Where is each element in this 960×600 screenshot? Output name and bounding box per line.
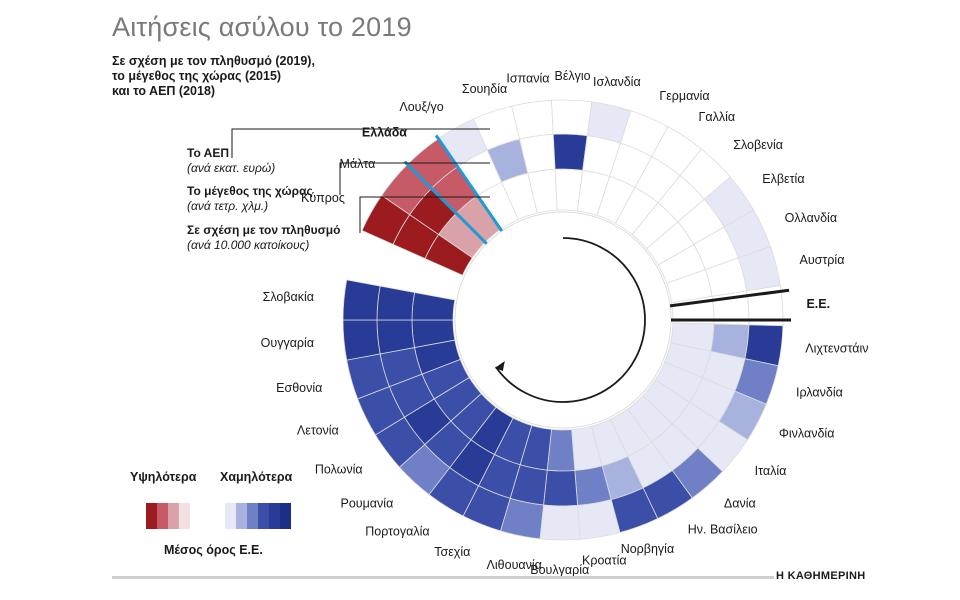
country-label: Πολωνία [315,463,363,477]
legend-higher-label: Υψηλότερα [130,470,197,484]
country-label: Κροατία [582,553,627,567]
ring-label-leader [359,196,490,233]
heat-cell [411,292,456,321]
legend-swatch-lower [269,503,280,529]
greece-marker [434,134,504,232]
country-label: Ισλανδία [593,75,641,89]
heat-cell [511,99,554,140]
country-label: Ισπανία [506,72,549,86]
country-label: Ουγγαρία [261,336,314,350]
country-label: Δανία [724,496,756,510]
legend-swatch-lower [225,503,236,529]
ring-label-name: Σε σχέση με τον πληθυσμό [187,223,341,237]
country-label: Ρουμανία [340,497,393,511]
country-label: Ιταλία [755,464,787,478]
ring-label-leader [339,162,490,195]
subtitle-line: το μέγεθος της χώρας (2015) [112,69,282,83]
legend-swatch-lower [258,503,269,529]
heat-cell [376,319,415,355]
country-label: Εσθονία [276,381,322,395]
legend-swatch-lower [236,503,247,529]
country-label: Πορτογαλία [365,524,429,538]
subtitle-line: και το ΑΕΠ (2018) [112,84,216,98]
greece-marker [403,160,488,245]
ring-label-population: Σε σχέση με τον πληθυσμό (ανά 10.000 κατ… [187,223,340,253]
heat-cell [342,279,381,321]
country-label: Ελβετία [762,172,804,186]
page-title: Αιτήσεις ασύλου το 2019 [112,12,412,42]
country-label: Ην. Βασίλειο [688,523,758,537]
legend-swatch-higher [168,503,179,529]
legend-swatch-lower [247,503,258,529]
country-label: Βέλγιο [555,69,591,83]
country-label: Σλοβενία [733,138,783,152]
legend-swatch-higher [146,503,157,529]
ring-label-area: Το μέγεθος της χώρας (ανά τετρ. χλμ.) [187,184,313,214]
subtitle: Σε σχέση με τον πληθυσμό (2019), το μέγε… [112,54,315,99]
country-label: Γαλλία [699,110,736,124]
country-label: Γερμανία [659,89,709,103]
footer-brand: Η ΚΑΘΗΜΕΡΙΝΗ [776,570,866,582]
country-label: Ελλάδα [362,125,407,139]
country-label: Σλοβακία [263,290,314,304]
inner-circle [454,211,672,429]
country-label: Βουλγαρία [530,563,589,577]
country-label: Ιρλανδία [796,385,843,399]
country-label: Φινλανδία [779,427,835,441]
country-label: Κύπρος [301,191,345,205]
footer-divider [112,576,774,579]
ring-label-gdp: Το ΑΕΠ (ανά εκατ. ευρώ) [187,146,275,176]
subtitle-line: Σε σχέση με τον πληθυσμό (2019), [112,54,315,68]
country-label: Αυστρία [799,253,844,267]
ring-label-name: Το μέγεθος της χώρας [187,184,313,198]
country-label: Νορβηγία [621,542,675,556]
heat-cell [539,504,581,541]
country-label: Λουξ/γο [399,100,443,114]
country-label: Τσεχία [434,545,470,559]
legend-swatch-lower [280,503,291,529]
direction-arrow [495,237,646,403]
country-label: Λιθουανία [487,558,542,572]
heat-cell [342,319,381,361]
legend-average-label: Μέσος όρος Ε.Ε. [164,543,263,557]
country-label: Ολλανδία [785,211,837,225]
country-label: Ε.Ε. [806,297,830,311]
direction-arrow-head [494,361,505,372]
heat-cell [543,469,579,507]
heat-cell [552,133,588,171]
eu-average-separator [669,288,790,308]
country-label: Λιχτενστάιν [805,342,868,356]
ring-label-leader [231,128,490,158]
heat-cell [546,428,576,472]
legend-swatch-higher [179,503,190,529]
ring-label-name: Το ΑΕΠ [187,146,229,160]
ring-label-unit: (ανά 10.000 κατοίκους) [187,238,310,252]
heat-cell [376,285,415,321]
legend-swatch-higher [157,503,168,529]
legend-lower-label: Χαμηλότερα [220,470,293,484]
country-label: Λετονία [297,424,339,438]
country-label: Σουηδία [462,82,507,96]
heat-cell [551,99,593,137]
ring-label-unit: (ανά εκατ. ευρώ) [187,161,276,175]
ring-label-unit: (ανά τετρ. χλμ.) [187,199,269,213]
country-label: Μάλτα [340,157,376,171]
